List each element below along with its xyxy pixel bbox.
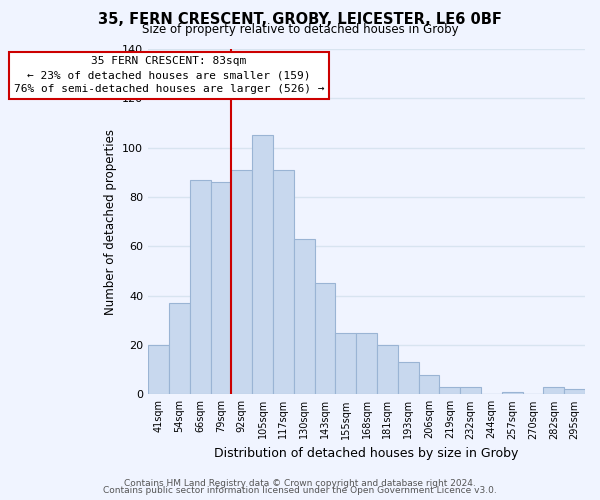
Bar — [439, 387, 460, 394]
Text: Contains HM Land Registry data © Crown copyright and database right 2024.: Contains HM Land Registry data © Crown c… — [124, 478, 476, 488]
Bar — [252, 136, 273, 394]
Y-axis label: Number of detached properties: Number of detached properties — [104, 128, 116, 314]
Bar — [564, 390, 585, 394]
Bar — [502, 392, 523, 394]
Bar — [190, 180, 211, 394]
Bar — [460, 387, 481, 394]
Bar — [356, 332, 377, 394]
Bar — [211, 182, 232, 394]
Text: Size of property relative to detached houses in Groby: Size of property relative to detached ho… — [142, 24, 458, 36]
Bar — [398, 362, 419, 394]
Bar — [544, 387, 564, 394]
Bar — [335, 332, 356, 394]
Bar — [232, 170, 252, 394]
Bar — [419, 374, 439, 394]
Bar — [273, 170, 294, 394]
Bar — [314, 284, 335, 395]
Text: Contains public sector information licensed under the Open Government Licence v3: Contains public sector information licen… — [103, 486, 497, 495]
Bar — [169, 303, 190, 394]
Bar — [377, 345, 398, 395]
Text: 35, FERN CRESCENT, GROBY, LEICESTER, LE6 0BF: 35, FERN CRESCENT, GROBY, LEICESTER, LE6… — [98, 12, 502, 28]
Bar — [148, 345, 169, 395]
X-axis label: Distribution of detached houses by size in Groby: Distribution of detached houses by size … — [214, 447, 519, 460]
Bar — [294, 239, 314, 394]
Text: 35 FERN CRESCENT: 83sqm
← 23% of detached houses are smaller (159)
76% of semi-d: 35 FERN CRESCENT: 83sqm ← 23% of detache… — [14, 56, 324, 94]
